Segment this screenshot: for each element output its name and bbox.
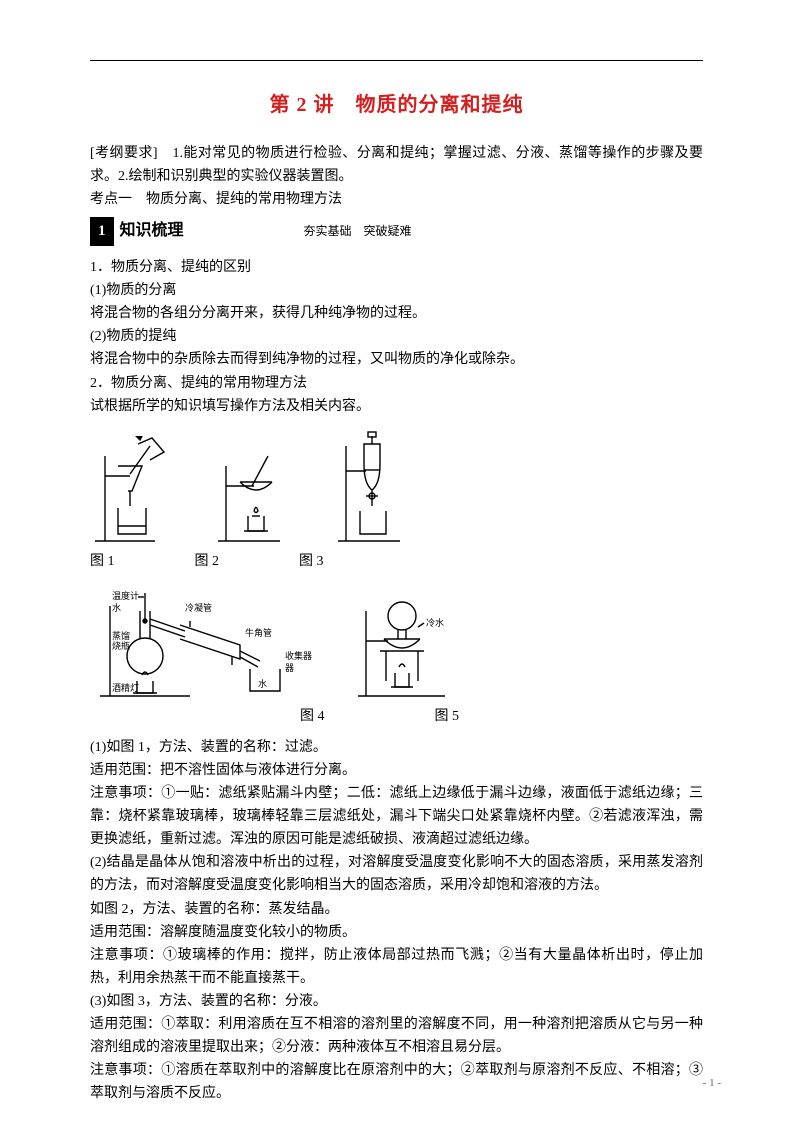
svg-text:温度计: 温度计: [112, 590, 139, 601]
separating-funnel-icon: [330, 426, 420, 546]
fig-caption-2: 图 2: [195, 550, 220, 573]
section-subtext: 夯实基础 突破疑难: [304, 222, 412, 242]
figure-row-1-captions: 图 1 图 2 图 3: [90, 550, 703, 573]
content-line: 试根据所学的知识填写操作方法及相关内容。: [90, 395, 703, 418]
svg-text:蒸馏: 蒸馏: [112, 630, 130, 641]
content-line: 1．物质分离、提纯的区别: [90, 256, 703, 279]
figure-2: [210, 436, 300, 546]
content-line: (1)物质的分离: [90, 279, 703, 302]
condensation-icon: 冷水: [350, 581, 480, 701]
content-line: 将混合物的各组分分离开来，获得几种纯净物的过程。: [90, 302, 703, 325]
body-para: (2)结晶是晶体从饱和溶液中析出的过程，对溶解度受温度变化影响不大的固态溶质，采…: [90, 851, 703, 897]
figure-5: 冷水: [350, 581, 480, 701]
svg-text:水: 水: [258, 678, 267, 689]
filtration-icon: [90, 436, 180, 546]
fig-caption-3: 图 3: [299, 550, 324, 573]
top-rule: [90, 60, 703, 61]
intro-line-1: [考纲要求] 1.能对常见的物质进行检验、分离和提纯；掌握过滤、分液、蒸馏等操作…: [90, 142, 703, 188]
svg-text:水: 水: [112, 602, 121, 613]
svg-text:冷凝管: 冷凝管: [185, 602, 212, 613]
content-line: 将混合物中的杂质除去而得到纯净物的过程，又叫物质的净化或除杂。: [90, 348, 703, 371]
body-para: 适用范围：①萃取：利用溶质在互不相溶的溶剂里的溶解度不同，用一种溶剂把溶质从它与…: [90, 1013, 703, 1059]
page-content: 第 2 讲 物质的分离和提纯 [考纲要求] 1.能对常见的物质进行检验、分离和提…: [0, 0, 793, 1145]
section-heading: 知识梳理: [120, 218, 184, 244]
figure-1: [90, 436, 180, 546]
svg-text:酒精灯: 酒精灯: [112, 682, 139, 693]
svg-text:冷水: 冷水: [426, 617, 444, 628]
distillation-icon: 温度计 水 冷凝管 牛角管 收集器: [90, 581, 320, 701]
lesson-title: 第 2 讲 物质的分离和提纯: [90, 89, 703, 122]
page-number: - 1 -: [703, 1074, 721, 1092]
figure-3: [330, 426, 420, 546]
body-para: 注意事项：①溶质在萃取剂中的溶解度比在原溶剂中的大；②萃取剂与原溶剂不反应、不相…: [90, 1059, 703, 1105]
figure-row-1: [90, 426, 703, 546]
body-para: 注意事项：①玻璃棒的作用：搅拌，防止液体局部过热而飞溅；②当有大量晶体析出时，停…: [90, 944, 703, 990]
body-para: 如图 2，方法、装置的名称：蒸发结晶。: [90, 898, 703, 921]
body-para: (3)如图 3，方法、装置的名称：分液。: [90, 990, 703, 1013]
body-para: 适用范围：把不溶性固体与液体进行分离。: [90, 759, 703, 782]
section-label: 1 知识梳理 夯实基础 突破疑难: [90, 217, 703, 246]
evaporation-icon: [210, 436, 300, 546]
content-line: (2)物质的提纯: [90, 325, 703, 348]
svg-text:收集器: 收集器: [285, 650, 312, 661]
body-para: (1)如图 1，方法、装置的名称：过滤。: [90, 736, 703, 759]
fig-caption-1: 图 1: [90, 550, 115, 573]
svg-text:烧瓶: 烧瓶: [112, 640, 130, 651]
figure-row-2: 温度计 水 冷凝管 牛角管 收集器: [90, 581, 703, 701]
svg-text:器: 器: [285, 663, 294, 673]
intro-line-2: 考点一 物质分离、提纯的常用物理方法: [90, 188, 703, 211]
content-line: 2．物质分离、提纯的常用物理方法: [90, 372, 703, 395]
svg-text:牛角管: 牛角管: [245, 627, 272, 638]
figure-4: 温度计 水 冷凝管 牛角管 收集器: [90, 581, 320, 701]
fig-caption-4: 图 4: [300, 705, 325, 728]
section-badge: 1: [90, 217, 114, 246]
body-para: 适用范围：溶解度随温度变化较小的物质。: [90, 921, 703, 944]
fig-caption-5: 图 5: [435, 705, 460, 728]
body-para: 注意事项：①一贴：滤纸紧贴漏斗内壁；二低：滤纸上边缘低于漏斗边缘，液面低于滤纸边…: [90, 782, 703, 851]
figure-row-2-captions: 图 4 图 5: [90, 705, 703, 728]
